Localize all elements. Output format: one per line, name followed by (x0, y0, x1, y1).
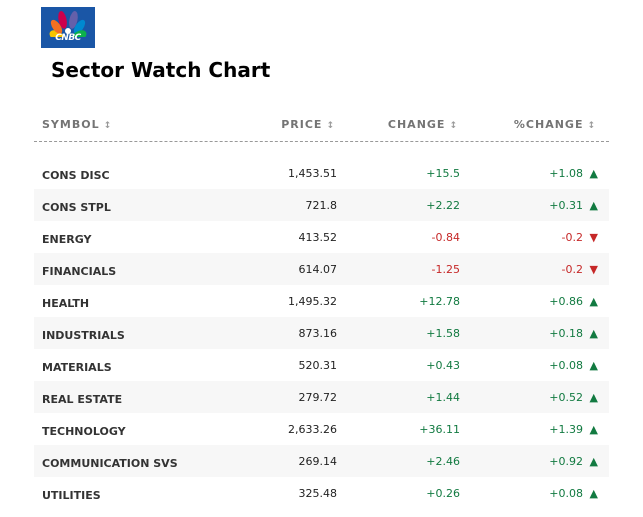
column-label: PRICE (281, 118, 323, 131)
sort-icon: ↕ (103, 121, 112, 131)
pct-change: -0.2 (561, 263, 583, 276)
table-header: SYMBOL ↕ PRICE ↕ CHANGE ↕ %CHANGE ↕ (34, 108, 609, 142)
arrow-down-icon: ▼ (589, 231, 598, 244)
pct-change: +0.86 (549, 295, 583, 308)
change: -1.25 (431, 263, 460, 276)
symbol-link[interactable]: TECHNOLOGY (42, 425, 126, 438)
symbol-link[interactable]: REAL ESTATE (42, 393, 123, 406)
table-row[interactable]: CONS DISC 1,453.51 +15.5 +1.08 ▲ (34, 157, 609, 189)
symbol-link[interactable]: HEALTH (42, 297, 90, 310)
symbol-link[interactable]: CONS STPL (42, 201, 111, 214)
price: 413.52 (298, 231, 338, 244)
price: 269.14 (298, 455, 338, 468)
price: 1,453.51 (288, 167, 337, 180)
pct-change: +0.08 (549, 487, 583, 500)
price: 721.8 (305, 199, 338, 212)
column-pct-change[interactable]: %CHANGE ↕ (514, 118, 595, 131)
table-row[interactable]: MATERIALS 520.31 +0.43 +0.08 ▲ (34, 349, 609, 381)
price: 279.72 (298, 391, 338, 404)
price: 520.31 (298, 359, 338, 372)
symbol-link[interactable]: ENERGY (42, 233, 92, 246)
table-row[interactable]: INDUSTRIALS 873.16 +1.58 +0.18 ▲ (34, 317, 609, 349)
arrow-up-icon: ▲ (589, 391, 598, 404)
pct-change: +1.08 (549, 167, 583, 180)
column-label: SYMBOL (42, 118, 100, 131)
table-row[interactable]: CONS STPL 721.8 +2.22 +0.31 ▲ (34, 189, 609, 221)
arrow-up-icon: ▲ (589, 423, 598, 436)
price: 873.16 (298, 327, 338, 340)
symbol-link[interactable]: MATERIALS (42, 361, 112, 374)
arrow-up-icon: ▲ (589, 199, 598, 212)
table-row[interactable]: FINANCIALS 614.07 -1.25 -0.2 ▼ (34, 253, 609, 285)
change: +36.11 (419, 423, 460, 436)
table-body: CONS DISC 1,453.51 +15.5 +1.08 ▲ CONS STP… (34, 157, 609, 509)
arrow-up-icon: ▲ (589, 487, 598, 500)
cnbc-logo[interactable]: CNBC (41, 7, 95, 48)
column-label: CHANGE (387, 118, 446, 131)
change: +0.43 (426, 359, 460, 372)
pct-change: +0.18 (549, 327, 583, 340)
symbol-link[interactable]: CONS DISC (42, 169, 110, 182)
table-row[interactable]: ENERGY 413.52 -0.84 -0.2 ▼ (34, 221, 609, 253)
table-row[interactable]: TECHNOLOGY 2,633.26 +36.11 +1.39 ▲ (34, 413, 609, 445)
table-row[interactable]: UTILITIES 325.48 +0.26 +0.08 ▲ (34, 477, 609, 509)
column-change[interactable]: CHANGE ↕ (388, 118, 457, 131)
table-row[interactable]: HEALTH 1,495.32 +12.78 +0.86 ▲ (34, 285, 609, 317)
pct-change: +0.08 (549, 359, 583, 372)
pct-change: +0.31 (549, 199, 583, 212)
pct-change: +0.92 (549, 455, 583, 468)
change: +2.22 (426, 199, 460, 212)
change: +1.58 (426, 327, 460, 340)
arrow-up-icon: ▲ (589, 295, 598, 308)
pct-change: +1.39 (549, 423, 583, 436)
change: +0.26 (426, 487, 460, 500)
column-symbol[interactable]: SYMBOL ↕ (42, 118, 111, 131)
table-row[interactable]: REAL ESTATE 279.72 +1.44 +0.52 ▲ (34, 381, 609, 413)
symbol-link[interactable]: UTILITIES (42, 489, 101, 502)
arrow-up-icon: ▲ (589, 455, 598, 468)
arrow-up-icon: ▲ (589, 359, 598, 372)
column-price[interactable]: PRICE ↕ (281, 118, 334, 131)
change: -0.84 (431, 231, 460, 244)
table-row[interactable]: COMMUNICATION SVS 269.14 +2.46 +0.92 ▲ (34, 445, 609, 477)
pct-change: +0.52 (549, 391, 583, 404)
symbol-link[interactable]: FINANCIALS (42, 265, 117, 278)
price: 325.48 (298, 487, 338, 500)
page-title: Sector Watch Chart (51, 58, 271, 82)
sort-icon: ↕ (587, 121, 595, 131)
change: +1.44 (426, 391, 460, 404)
sort-icon: ↕ (326, 121, 334, 131)
sort-icon: ↕ (449, 121, 457, 131)
column-label: %CHANGE (513, 118, 584, 131)
price: 1,495.32 (288, 295, 337, 308)
change: +15.5 (426, 167, 460, 180)
price: 2,633.26 (288, 423, 337, 436)
symbol-link[interactable]: INDUSTRIALS (42, 329, 125, 342)
arrow-down-icon: ▼ (589, 263, 598, 276)
arrow-up-icon: ▲ (589, 327, 598, 340)
price: 614.07 (298, 263, 338, 276)
logo-text: CNBC (55, 33, 81, 43)
change: +12.78 (419, 295, 460, 308)
symbol-link[interactable]: COMMUNICATION SVS (42, 457, 178, 470)
arrow-up-icon: ▲ (589, 167, 598, 180)
pct-change: -0.2 (561, 231, 583, 244)
sector-table: SYMBOL ↕ PRICE ↕ CHANGE ↕ %CHANGE ↕ CONS DIS… (34, 108, 609, 509)
change: +2.46 (426, 455, 460, 468)
